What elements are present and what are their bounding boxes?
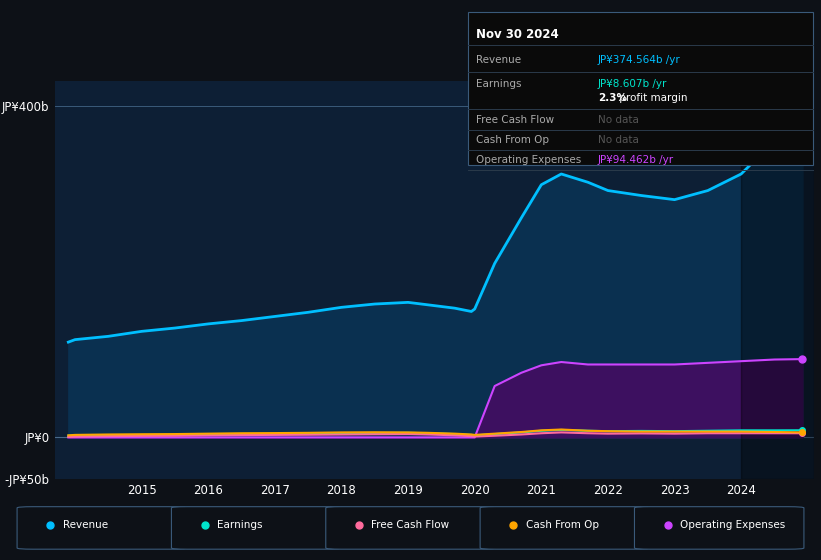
Text: Nov 30 2024: Nov 30 2024 bbox=[476, 28, 559, 41]
Bar bbox=[741, 81, 814, 479]
Text: Operating Expenses: Operating Expenses bbox=[680, 520, 786, 530]
FancyBboxPatch shape bbox=[480, 507, 649, 549]
FancyBboxPatch shape bbox=[635, 507, 804, 549]
FancyBboxPatch shape bbox=[172, 507, 341, 549]
Text: Revenue: Revenue bbox=[476, 55, 521, 66]
Text: No data: No data bbox=[598, 136, 639, 146]
FancyBboxPatch shape bbox=[326, 507, 495, 549]
Text: Operating Expenses: Operating Expenses bbox=[476, 155, 581, 165]
Text: 2.3%: 2.3% bbox=[598, 94, 627, 103]
Text: profit margin: profit margin bbox=[616, 94, 687, 103]
Text: Earnings: Earnings bbox=[476, 80, 521, 89]
Text: Revenue: Revenue bbox=[62, 520, 108, 530]
FancyBboxPatch shape bbox=[17, 507, 186, 549]
Text: Cash From Op: Cash From Op bbox=[476, 136, 549, 146]
Text: Free Cash Flow: Free Cash Flow bbox=[371, 520, 450, 530]
Text: JP¥374.564b /yr: JP¥374.564b /yr bbox=[598, 55, 681, 66]
Text: Earnings: Earnings bbox=[217, 520, 263, 530]
Text: JP¥8.607b /yr: JP¥8.607b /yr bbox=[598, 80, 667, 89]
Text: JP¥94.462b /yr: JP¥94.462b /yr bbox=[598, 155, 674, 165]
Text: No data: No data bbox=[598, 115, 639, 125]
Text: Cash From Op: Cash From Op bbox=[525, 520, 599, 530]
Text: Free Cash Flow: Free Cash Flow bbox=[476, 115, 554, 125]
